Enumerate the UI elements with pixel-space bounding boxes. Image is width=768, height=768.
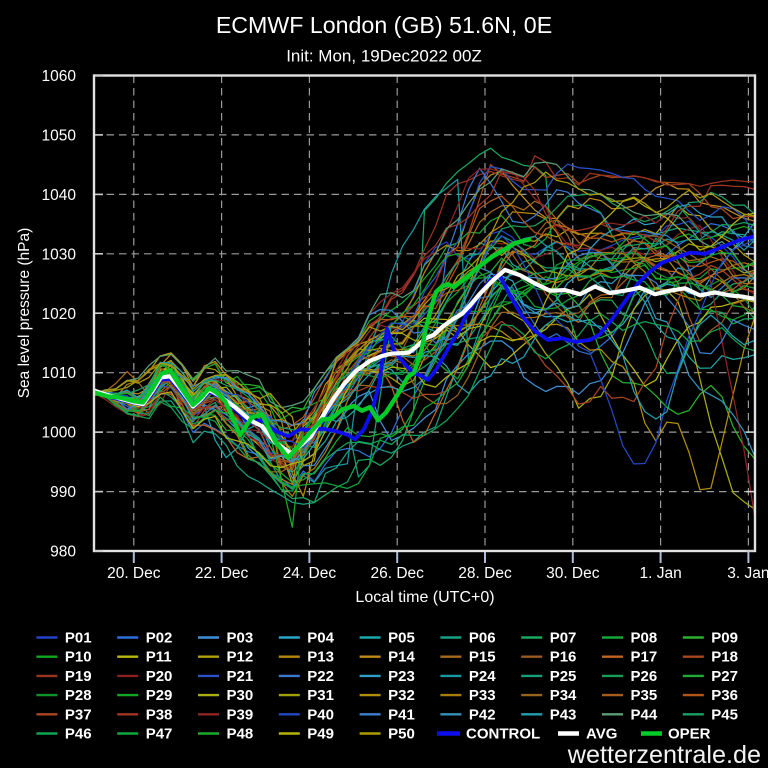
svg-text:P10: P10	[65, 649, 92, 666]
svg-text:P13: P13	[307, 649, 334, 666]
svg-text:26. Dec: 26. Dec	[370, 565, 424, 582]
svg-text:P46: P46	[65, 726, 92, 743]
svg-text:P09: P09	[711, 630, 738, 647]
svg-text:P41: P41	[388, 706, 415, 723]
svg-text:P01: P01	[65, 630, 92, 647]
svg-text:CONTROL: CONTROL	[466, 726, 540, 743]
svg-text:P39: P39	[227, 706, 254, 723]
svg-text:24. Dec: 24. Dec	[283, 565, 337, 582]
svg-text:ECMWF London (GB) 51.6N, 0E: ECMWF London (GB) 51.6N, 0E	[216, 12, 552, 38]
svg-text:P15: P15	[469, 649, 496, 666]
svg-text:P20: P20	[146, 668, 173, 685]
svg-text:P40: P40	[307, 706, 334, 723]
svg-text:990: 990	[50, 484, 76, 501]
svg-text:P42: P42	[469, 706, 496, 723]
svg-text:AVG: AVG	[586, 726, 617, 743]
svg-text:P27: P27	[711, 668, 738, 685]
svg-text:P38: P38	[146, 706, 173, 723]
svg-text:P50: P50	[388, 726, 415, 743]
svg-text:P35: P35	[631, 687, 658, 704]
svg-text:P25: P25	[550, 668, 577, 685]
svg-text:1. Jan: 1. Jan	[639, 565, 681, 582]
svg-text:P03: P03	[227, 630, 254, 647]
svg-text:P19: P19	[65, 668, 92, 685]
svg-text:1060: 1060	[42, 68, 77, 85]
svg-text:P02: P02	[146, 630, 173, 647]
svg-text:P14: P14	[388, 649, 415, 666]
svg-text:OPER: OPER	[668, 726, 711, 743]
svg-text:P16: P16	[550, 649, 577, 666]
svg-text:P30: P30	[227, 687, 254, 704]
svg-text:Init: Mon, 19Dec2022 00Z: Init: Mon, 19Dec2022 00Z	[286, 47, 482, 66]
svg-text:1010: 1010	[42, 365, 77, 382]
svg-text:P17: P17	[631, 649, 658, 666]
svg-text:1050: 1050	[42, 127, 77, 144]
svg-text:P21: P21	[227, 668, 254, 685]
svg-text:P32: P32	[388, 687, 415, 704]
svg-text:P28: P28	[65, 687, 92, 704]
svg-text:P31: P31	[307, 687, 334, 704]
svg-text:P44: P44	[631, 706, 658, 723]
svg-text:P07: P07	[550, 630, 577, 647]
svg-text:P22: P22	[307, 668, 334, 685]
svg-text:P45: P45	[711, 706, 738, 723]
svg-text:P24: P24	[469, 668, 496, 685]
svg-text:Sea level pressure (hPa): Sea level pressure (hPa)	[16, 228, 33, 399]
svg-text:P49: P49	[307, 726, 334, 743]
svg-text:P18: P18	[711, 649, 738, 666]
svg-text:P37: P37	[65, 706, 92, 723]
svg-text:P36: P36	[711, 687, 738, 704]
svg-text:P47: P47	[146, 726, 173, 743]
svg-text:P26: P26	[631, 668, 658, 685]
svg-text:P29: P29	[146, 687, 173, 704]
svg-text:1020: 1020	[42, 306, 77, 323]
svg-text:1000: 1000	[42, 425, 77, 442]
svg-text:980: 980	[50, 544, 76, 561]
svg-text:P06: P06	[469, 630, 496, 647]
svg-text:P12: P12	[227, 649, 254, 666]
svg-text:wetterzentrale.de: wetterzentrale.de	[567, 741, 761, 768]
svg-text:P33: P33	[469, 687, 496, 704]
svg-text:P23: P23	[388, 668, 415, 685]
svg-text:P11: P11	[146, 649, 172, 666]
svg-text:P04: P04	[307, 630, 334, 647]
svg-text:P05: P05	[388, 630, 415, 647]
svg-text:P08: P08	[631, 630, 658, 647]
svg-text:P48: P48	[227, 726, 254, 743]
svg-text:1040: 1040	[42, 187, 77, 204]
svg-text:30. Dec: 30. Dec	[546, 565, 600, 582]
svg-text:P34: P34	[550, 687, 577, 704]
svg-text:Local time (UTC+0): Local time (UTC+0)	[355, 589, 494, 606]
svg-text:P43: P43	[550, 706, 577, 723]
svg-text:1030: 1030	[42, 246, 77, 263]
svg-text:28. Dec: 28. Dec	[458, 565, 512, 582]
svg-text:20. Dec: 20. Dec	[107, 565, 161, 582]
svg-text:3. Jan: 3. Jan	[727, 565, 768, 582]
svg-text:22. Dec: 22. Dec	[195, 565, 249, 582]
